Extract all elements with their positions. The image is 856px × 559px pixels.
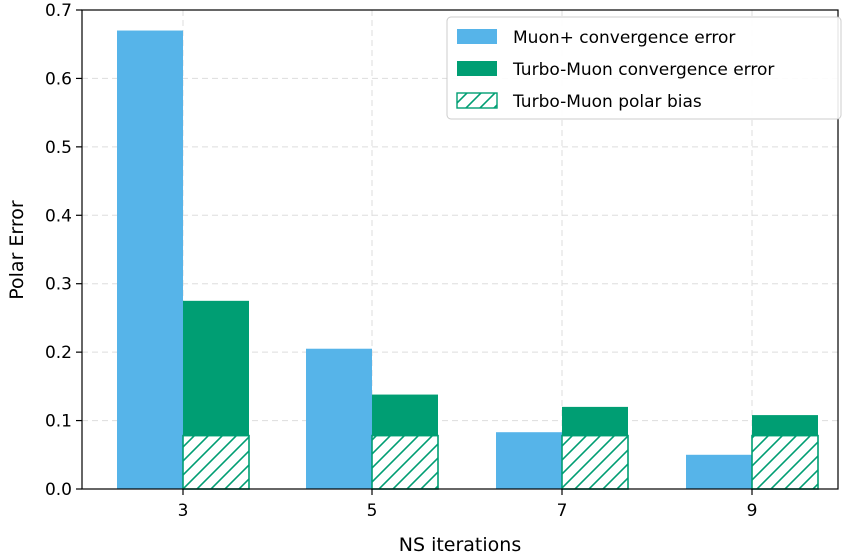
legend-swatch-turbo-muon-bias [456,92,498,109]
legend-label-turbo-muon-bias: Turbo-Muon polar bias [512,92,702,112]
x-axis-title: NS iterations [399,534,521,556]
y-tick-label: 0.0 [45,480,72,500]
bar-turbo-muon-bias-7 [561,434,629,490]
bar-turbo-muon-bias-9 [751,434,819,490]
bar-muon-plus-3 [117,30,183,490]
x-tick-label: 3 [178,501,189,521]
x-axis: 3 5 7 9 [178,489,758,521]
legend-label-turbo-muon-error: Turbo-Muon convergence error [512,60,774,80]
legend: Muon+ convergence error Turbo-Muon conve… [446,16,842,120]
bar-muon-plus-9 [686,454,752,489]
y-tick-label: 0.7 [45,1,72,21]
y-tick-label: 0.1 [45,412,72,432]
x-tick-label: 7 [557,501,568,521]
y-tick-label: 0.3 [45,275,72,295]
legend-swatch-muon-plus [457,29,497,44]
y-tick-label: 0.4 [45,206,72,226]
legend-swatch-turbo-muon-error [457,61,497,76]
x-tick-label: 9 [747,501,758,521]
y-axis-title: Polar Error [6,200,28,300]
bar-turbo-muon-bias-3 [182,434,250,490]
y-axis: 0.0 0.1 0.2 0.3 0.4 0.5 0.6 0.7 [45,1,82,500]
plot-frame [81,9,839,490]
x-tick-label: 5 [367,501,378,521]
bar-turbo-muon-bias-5 [371,434,439,490]
bar-muon-plus-5 [306,348,372,489]
legend-label-muon-plus: Muon+ convergence error [513,28,735,48]
bars [117,30,819,490]
legend-box [446,16,842,120]
y-tick-label: 0.2 [45,343,72,363]
y-tick-label: 0.5 [45,138,72,158]
bar-muon-plus-7 [496,432,562,489]
y-tick-label: 0.6 [45,69,72,89]
